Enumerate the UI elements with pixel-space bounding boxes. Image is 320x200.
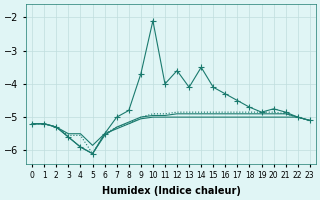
X-axis label: Humidex (Indice chaleur): Humidex (Indice chaleur) xyxy=(101,186,240,196)
